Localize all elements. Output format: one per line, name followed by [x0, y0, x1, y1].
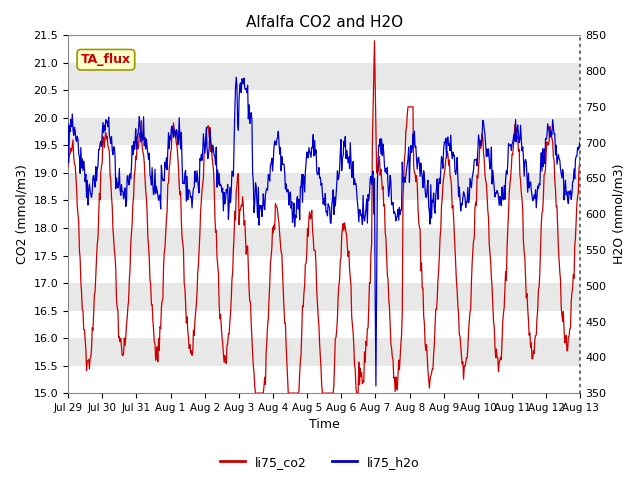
Bar: [68, 36, 580, 63]
Y-axis label: CO2 (mmol/m3): CO2 (mmol/m3): [15, 164, 28, 264]
Title: Alfalfa CO2 and H2O: Alfalfa CO2 and H2O: [246, 15, 403, 30]
Bar: [68, 366, 580, 393]
Text: TA_flux: TA_flux: [81, 53, 131, 66]
Bar: [68, 145, 580, 173]
Bar: [68, 90, 580, 118]
Bar: [68, 311, 580, 338]
X-axis label: Time: Time: [309, 419, 340, 432]
Bar: [68, 201, 580, 228]
Y-axis label: H2O (mmol/m3): H2O (mmol/m3): [612, 164, 625, 264]
Legend: li75_co2, li75_h2o: li75_co2, li75_h2o: [215, 451, 425, 474]
Bar: [68, 255, 580, 283]
